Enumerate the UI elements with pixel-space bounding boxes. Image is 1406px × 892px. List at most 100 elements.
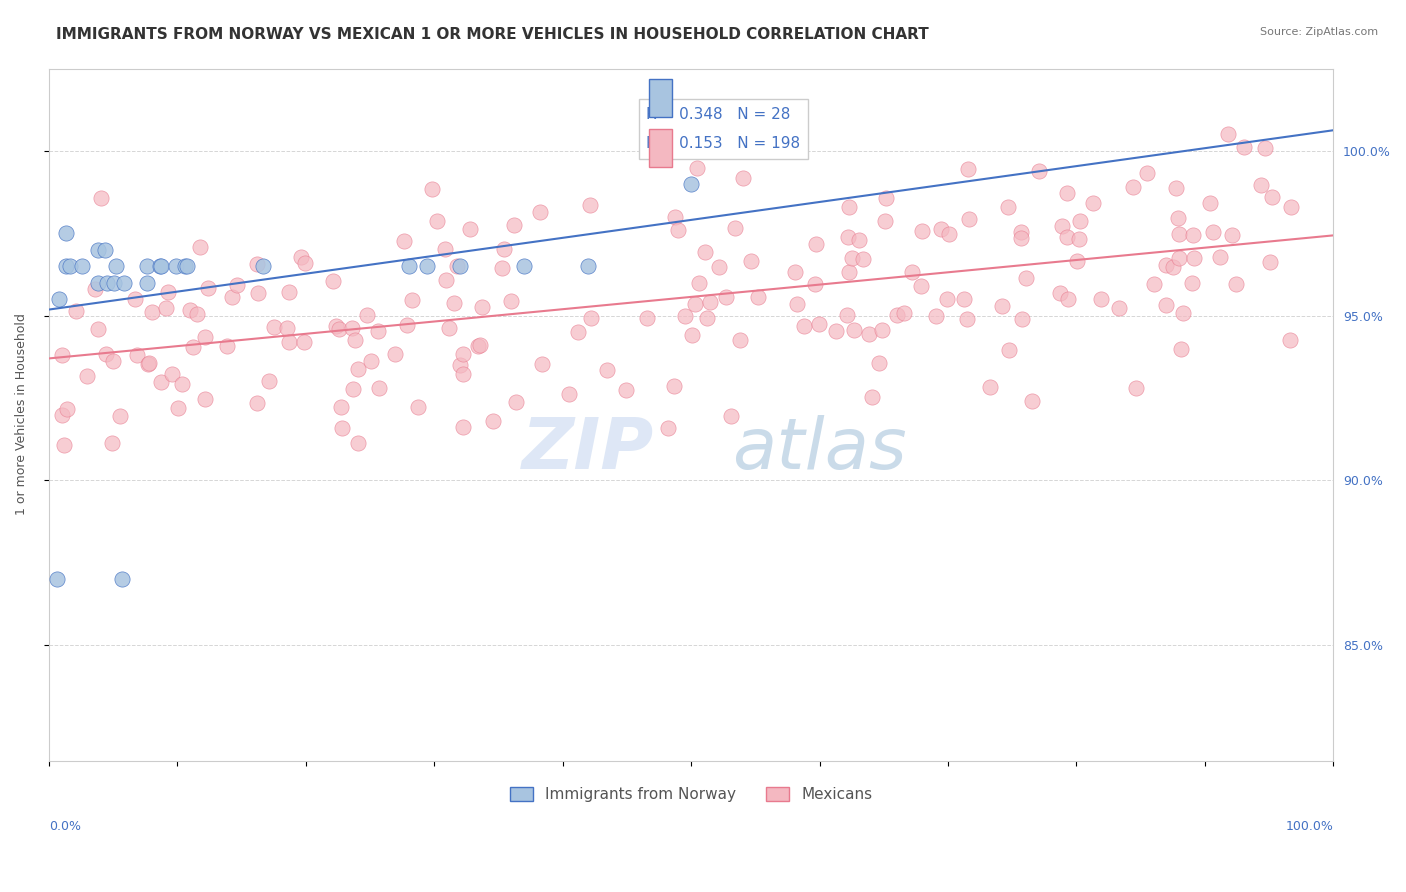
Point bbox=[277, 285, 299, 299]
Point bbox=[449, 259, 471, 273]
Point bbox=[59, 259, 82, 273]
Point bbox=[328, 321, 350, 335]
Point bbox=[157, 285, 180, 300]
Point bbox=[979, 380, 1001, 394]
Point bbox=[1056, 230, 1078, 244]
Point bbox=[1181, 228, 1204, 243]
Point bbox=[420, 182, 443, 196]
Point bbox=[1015, 271, 1038, 285]
Point bbox=[70, 259, 93, 273]
Point bbox=[886, 308, 908, 322]
Point bbox=[1220, 227, 1243, 242]
Point bbox=[290, 250, 312, 264]
Point bbox=[1028, 164, 1050, 178]
Point bbox=[87, 322, 110, 336]
Point bbox=[936, 292, 959, 306]
Point bbox=[579, 310, 602, 325]
Point bbox=[458, 221, 481, 235]
Point bbox=[451, 347, 474, 361]
Point bbox=[1208, 250, 1230, 264]
Point bbox=[1168, 252, 1191, 266]
Point bbox=[938, 227, 960, 241]
Point bbox=[666, 223, 689, 237]
Point bbox=[636, 310, 658, 325]
Point bbox=[579, 198, 602, 212]
Point bbox=[437, 321, 460, 335]
Point bbox=[481, 414, 503, 428]
Point bbox=[747, 290, 769, 304]
Point bbox=[491, 261, 513, 276]
Point bbox=[685, 161, 707, 175]
Bar bbox=[648, 129, 672, 168]
Point bbox=[503, 219, 526, 233]
Point bbox=[103, 354, 125, 368]
Point bbox=[929, 221, 952, 235]
Point bbox=[1170, 343, 1192, 357]
Point bbox=[103, 276, 125, 290]
Point bbox=[1066, 253, 1088, 268]
Point bbox=[804, 277, 827, 291]
Point bbox=[443, 295, 465, 310]
Point bbox=[112, 276, 135, 290]
Point bbox=[1261, 190, 1284, 204]
Point bbox=[1067, 232, 1090, 246]
Point bbox=[55, 402, 77, 417]
Point bbox=[1182, 251, 1205, 265]
Point bbox=[138, 357, 160, 371]
Point bbox=[1021, 393, 1043, 408]
Point bbox=[1125, 381, 1147, 395]
Point bbox=[1049, 285, 1071, 300]
Point bbox=[1218, 128, 1240, 142]
Point bbox=[693, 245, 716, 260]
Point bbox=[434, 273, 457, 287]
Point bbox=[367, 324, 389, 338]
Point bbox=[360, 353, 382, 368]
Point bbox=[368, 381, 391, 395]
Point bbox=[55, 227, 77, 241]
Point bbox=[529, 204, 551, 219]
Point bbox=[838, 200, 860, 214]
Point bbox=[1202, 226, 1225, 240]
Point bbox=[870, 323, 893, 337]
Point bbox=[505, 395, 527, 409]
Y-axis label: 1 or more Vehicles in Household: 1 or more Vehicles in Household bbox=[15, 314, 28, 516]
Point bbox=[499, 294, 522, 309]
Point bbox=[956, 312, 979, 326]
Point bbox=[673, 309, 696, 323]
Point bbox=[125, 348, 148, 362]
Point bbox=[1233, 140, 1256, 154]
Point bbox=[1181, 276, 1204, 290]
Point bbox=[1279, 200, 1302, 214]
Point bbox=[1167, 227, 1189, 242]
Point bbox=[860, 390, 883, 404]
Point bbox=[731, 170, 754, 185]
Point bbox=[1161, 260, 1184, 274]
Point bbox=[740, 254, 762, 268]
Point bbox=[190, 240, 212, 254]
Point bbox=[166, 401, 188, 416]
Point bbox=[90, 191, 112, 205]
Point bbox=[155, 301, 177, 316]
Point bbox=[136, 259, 159, 273]
Text: IMMIGRANTS FROM NORWAY VS MEXICAN 1 OR MORE VEHICLES IN HOUSEHOLD CORRELATION CH: IMMIGRANTS FROM NORWAY VS MEXICAN 1 OR M… bbox=[56, 27, 929, 42]
Point bbox=[105, 259, 128, 273]
Point bbox=[664, 211, 686, 225]
Point bbox=[1225, 277, 1247, 292]
Point bbox=[1143, 277, 1166, 291]
Point bbox=[567, 325, 589, 339]
Point bbox=[513, 259, 536, 273]
Point bbox=[1056, 186, 1078, 200]
Point bbox=[724, 220, 747, 235]
Point bbox=[681, 177, 703, 191]
Point bbox=[901, 265, 924, 279]
Point bbox=[657, 421, 679, 435]
Point bbox=[55, 259, 77, 273]
Point bbox=[804, 236, 827, 251]
Point bbox=[910, 279, 932, 293]
Point bbox=[96, 276, 118, 290]
Point bbox=[401, 293, 423, 307]
Point bbox=[785, 265, 807, 279]
Point bbox=[416, 259, 439, 273]
Point bbox=[1164, 181, 1187, 195]
Point bbox=[330, 421, 353, 435]
